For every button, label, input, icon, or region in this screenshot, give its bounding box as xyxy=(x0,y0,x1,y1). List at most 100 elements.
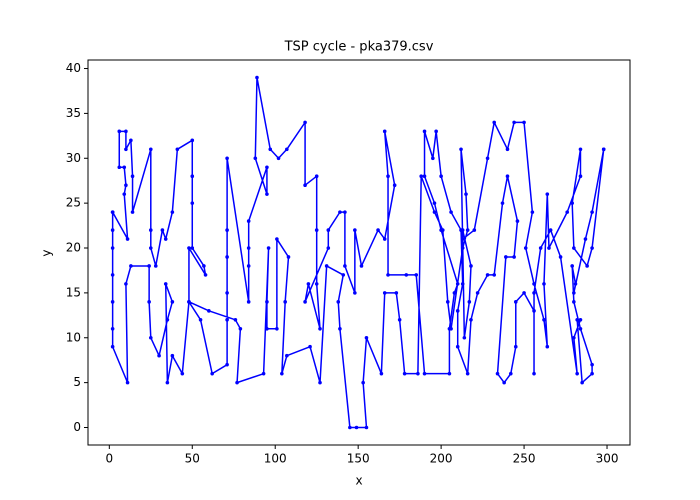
city-point xyxy=(558,255,563,259)
city-point xyxy=(402,371,407,376)
city-point xyxy=(422,371,427,376)
city-point xyxy=(361,380,365,385)
city-point xyxy=(190,246,195,250)
city-point xyxy=(225,156,229,161)
city-point xyxy=(578,147,583,152)
city-point xyxy=(110,210,115,214)
city-point xyxy=(432,201,437,205)
city-point xyxy=(475,291,480,295)
tour-line xyxy=(111,76,605,429)
city-point xyxy=(465,228,470,232)
city-point xyxy=(572,335,576,340)
city-point xyxy=(580,380,584,385)
city-point xyxy=(440,228,445,232)
city-point xyxy=(285,353,289,358)
city-point xyxy=(326,228,331,232)
city-point xyxy=(392,183,397,187)
city-point xyxy=(246,246,251,250)
city-point xyxy=(460,282,465,286)
city-point xyxy=(572,246,576,250)
city-point xyxy=(414,273,419,277)
city-point xyxy=(348,425,352,430)
city-point xyxy=(467,300,472,304)
city-point xyxy=(502,380,506,385)
city-point xyxy=(276,156,281,161)
city-point xyxy=(190,174,195,179)
city-point xyxy=(445,300,450,304)
city-point xyxy=(160,228,165,232)
y-tick-label: 30 xyxy=(66,151,81,165)
city-point xyxy=(148,335,153,340)
city-point xyxy=(578,318,583,322)
city-point xyxy=(238,326,243,331)
city-point xyxy=(512,120,516,125)
city-point xyxy=(465,371,470,376)
city-point xyxy=(397,318,402,322)
city-point xyxy=(590,371,594,376)
city-point xyxy=(354,425,359,430)
city-point xyxy=(469,318,473,322)
city-point xyxy=(233,318,238,322)
city-point xyxy=(253,156,258,161)
city-point xyxy=(538,246,543,250)
city-point xyxy=(505,147,510,152)
city-point xyxy=(286,255,291,259)
y-tick-label: 20 xyxy=(66,241,81,255)
city-point xyxy=(472,228,477,232)
city-point xyxy=(129,138,133,143)
city-point xyxy=(505,174,510,179)
city-point xyxy=(419,174,424,179)
city-point xyxy=(148,228,153,232)
y-tick-label: 0 xyxy=(73,420,81,434)
city-point xyxy=(590,246,594,250)
y-tick-label: 40 xyxy=(66,61,81,75)
city-point xyxy=(147,300,151,304)
city-point xyxy=(303,183,307,187)
city-point xyxy=(572,300,576,304)
city-point xyxy=(512,255,516,259)
city-point xyxy=(570,201,574,205)
city-point xyxy=(157,353,161,358)
city-point xyxy=(147,264,151,268)
city-point xyxy=(275,326,279,331)
city-point xyxy=(455,282,460,286)
city-point xyxy=(338,326,342,331)
plot-frame xyxy=(87,59,631,446)
city-point xyxy=(485,156,490,161)
city-point xyxy=(547,246,551,250)
city-point xyxy=(110,246,115,250)
city-point xyxy=(246,264,251,268)
city-point xyxy=(125,237,130,241)
city-point xyxy=(462,335,467,340)
city-point xyxy=(110,326,115,331)
city-point xyxy=(542,318,546,322)
city-point xyxy=(386,174,390,179)
x-tick-label: 150 xyxy=(347,452,370,466)
city-point xyxy=(542,282,546,286)
city-point xyxy=(266,246,271,250)
city-point xyxy=(125,380,130,385)
y-axis-label: y xyxy=(40,249,54,256)
city-point xyxy=(124,129,128,134)
city-point xyxy=(110,273,115,277)
city-point xyxy=(163,282,168,286)
city-point xyxy=(575,371,579,376)
city-point xyxy=(575,318,579,322)
city-point xyxy=(246,300,251,304)
city-point xyxy=(318,326,322,331)
city-point xyxy=(513,300,518,304)
city-point xyxy=(225,228,229,232)
city-point xyxy=(364,335,369,340)
city-point xyxy=(318,380,322,385)
city-point xyxy=(275,237,279,241)
city-point xyxy=(336,300,341,304)
x-axis-label: x xyxy=(355,474,362,488)
city-point xyxy=(153,264,158,268)
city-point xyxy=(122,192,127,196)
city-point xyxy=(110,344,115,349)
city-point xyxy=(590,362,594,367)
city-point xyxy=(124,183,128,187)
x-tick-label: 100 xyxy=(264,452,287,466)
chart-title: TSP cycle - pka379.csv xyxy=(284,40,434,55)
city-point xyxy=(583,237,588,241)
